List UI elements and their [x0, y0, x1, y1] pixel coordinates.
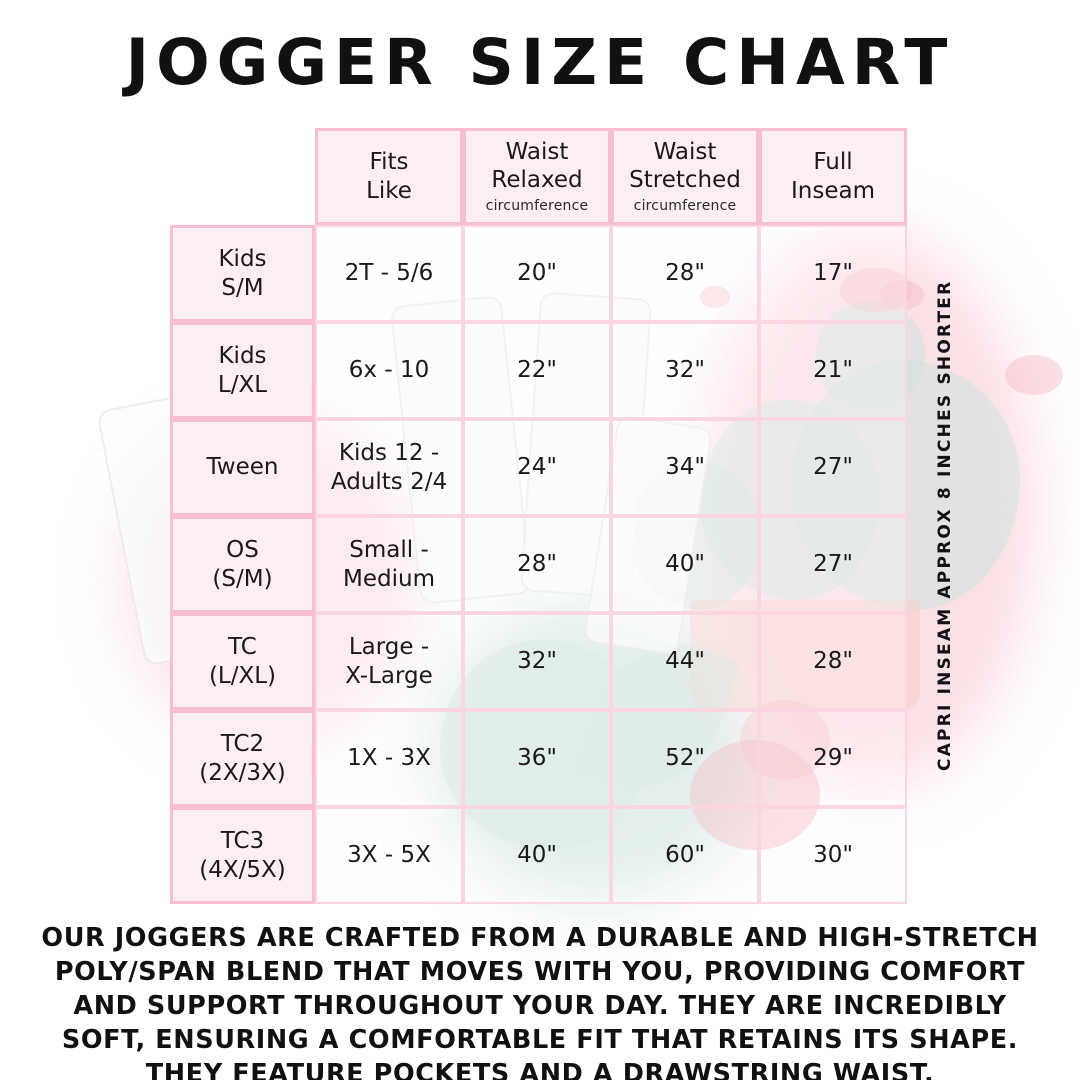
- table-row: Kids S/M 2T - 5/6 20" 28" 17": [170, 225, 907, 322]
- size-line1: Kids: [218, 246, 267, 273]
- cell-waist-relaxed: 40": [463, 807, 611, 904]
- page-title: JOGGER SIZE CHART: [125, 26, 955, 99]
- cell-waist-relaxed: 22": [463, 322, 611, 419]
- size-line2: (L/XL): [208, 662, 277, 689]
- cell-waist-relaxed: 20": [463, 225, 611, 322]
- size-line1: TC2: [220, 731, 265, 758]
- cell-waist-stretched: 40": [611, 516, 759, 613]
- product-description: OUR JOGGERS ARE CRAFTED FROM A DURABLE A…: [41, 923, 1039, 1080]
- fits-line2: Adults 2/4: [330, 468, 448, 495]
- header-line2: Like: [366, 177, 412, 204]
- capri-inseam-note: CAPRI INSEAM APPROX 8 INCHES SHORTER: [935, 279, 955, 771]
- cell-waist-stretched: 60": [611, 807, 759, 904]
- column-header-waist-stretched: Waist Stretched circumference: [611, 128, 759, 225]
- size-line2: (4X/5X): [199, 856, 286, 883]
- header-subtitle: circumference: [633, 197, 737, 214]
- header-line1: Full: [813, 149, 853, 176]
- size-line1: Kids: [218, 343, 267, 370]
- table-row: TC3 (4X/5X) 3X - 5X 40" 60" 30": [170, 807, 907, 904]
- cell-fits-like: 1X - 3X: [315, 710, 463, 807]
- size-line2: L/XL: [217, 371, 268, 398]
- fits-line1: 3X - 5X: [347, 842, 431, 869]
- fits-line1: 1X - 3X: [347, 745, 431, 772]
- fits-line2: Medium: [343, 565, 435, 592]
- size-line1: TC3: [220, 828, 265, 855]
- row-size-label: TC3 (4X/5X): [170, 807, 315, 904]
- cell-fits-like: 2T - 5/6: [315, 225, 463, 322]
- size-line2: (2X/3X): [199, 759, 286, 786]
- row-size-label: TC2 (2X/3X): [170, 710, 315, 807]
- cell-waist-stretched: 34": [611, 419, 759, 516]
- column-header-full-inseam: Full Inseam: [759, 128, 907, 225]
- table-corner-cell: [170, 128, 315, 225]
- cell-full-inseam: 29": [759, 710, 907, 807]
- size-line1: Tween: [206, 454, 279, 481]
- table-row: Kids L/XL 6x - 10 22" 32" 21": [170, 322, 907, 419]
- cell-full-inseam: 21": [759, 322, 907, 419]
- header-line2: Relaxed: [491, 167, 583, 194]
- row-size-label: TC (L/XL): [170, 613, 315, 710]
- cactus-flower-right: [1005, 355, 1063, 395]
- fits-line1: 6x - 10: [348, 357, 430, 384]
- header-line1: Waist: [653, 139, 717, 166]
- row-size-label: Tween: [170, 419, 315, 516]
- cell-fits-like: Large - X-Large: [315, 613, 463, 710]
- table-row: TC (L/XL) Large - X-Large 32" 44" 28": [170, 613, 907, 710]
- header-line1: Fits: [369, 149, 409, 176]
- table-row: TC2 (2X/3X) 1X - 3X 36" 52" 29": [170, 710, 907, 807]
- header-subtitle: circumference: [485, 197, 589, 214]
- cell-full-inseam: 27": [759, 516, 907, 613]
- cell-full-inseam: 30": [759, 807, 907, 904]
- fits-line1: 2T - 5/6: [344, 260, 434, 287]
- table-row: Tween Kids 12 - Adults 2/4 24" 34" 27": [170, 419, 907, 516]
- fits-line1: Kids 12 -: [338, 440, 440, 467]
- size-line2: (S/M): [212, 565, 273, 592]
- cell-fits-like: Kids 12 - Adults 2/4: [315, 419, 463, 516]
- cell-full-inseam: 17": [759, 225, 907, 322]
- cell-fits-like: 6x - 10: [315, 322, 463, 419]
- header-line2: Stretched: [629, 167, 741, 194]
- cell-waist-relaxed: 24": [463, 419, 611, 516]
- table-header-row: Fits Like Waist Relaxed circumference Wa…: [170, 128, 907, 225]
- cell-full-inseam: 28": [759, 613, 907, 710]
- cell-waist-relaxed: 28": [463, 516, 611, 613]
- cell-waist-relaxed: 32": [463, 613, 611, 710]
- table-row: OS (S/M) Small - Medium 28" 40" 27": [170, 516, 907, 613]
- cell-waist-relaxed: 36": [463, 710, 611, 807]
- fits-line1: Small -: [349, 537, 429, 564]
- fits-line2: X-Large: [345, 662, 433, 689]
- column-header-fits-like: Fits Like: [315, 128, 463, 225]
- size-line1: TC: [228, 634, 257, 661]
- size-chart-table: Fits Like Waist Relaxed circumference Wa…: [170, 128, 907, 904]
- fits-line1: Large -: [348, 634, 430, 661]
- cell-waist-stretched: 28": [611, 225, 759, 322]
- cell-fits-like: 3X - 5X: [315, 807, 463, 904]
- cell-fits-like: Small - Medium: [315, 516, 463, 613]
- header-line1: Waist: [505, 139, 569, 166]
- cell-waist-stretched: 44": [611, 613, 759, 710]
- column-header-waist-relaxed: Waist Relaxed circumference: [463, 128, 611, 225]
- size-line2: S/M: [221, 274, 264, 301]
- row-size-label: Kids S/M: [170, 225, 315, 322]
- cell-waist-stretched: 52": [611, 710, 759, 807]
- header-line2: Inseam: [791, 177, 875, 204]
- cell-waist-stretched: 32": [611, 322, 759, 419]
- size-line1: OS: [226, 537, 259, 564]
- row-size-label: Kids L/XL: [170, 322, 315, 419]
- cell-full-inseam: 27": [759, 419, 907, 516]
- row-size-label: OS (S/M): [170, 516, 315, 613]
